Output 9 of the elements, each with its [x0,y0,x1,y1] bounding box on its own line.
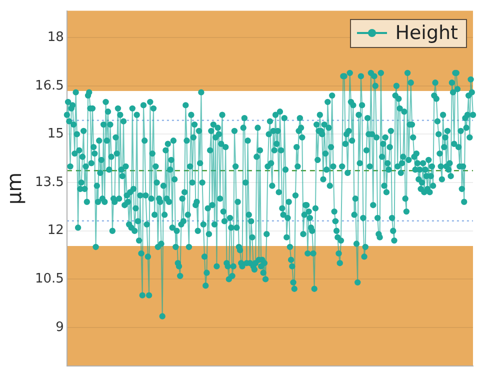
y-tick-label: 15 [47,126,64,142]
legend-label: Height [395,22,458,44]
y-axis-title: µm [2,172,26,205]
y-tick-label: 10.5 [34,272,64,287]
y-tick-label: 13.5 [34,174,64,190]
y-tick-label: 16.5 [34,78,64,94]
y-tick-label: 12 [47,223,64,238]
y-tick-label: 18 [47,30,64,45]
y-tick-label: 9 [56,320,64,335]
